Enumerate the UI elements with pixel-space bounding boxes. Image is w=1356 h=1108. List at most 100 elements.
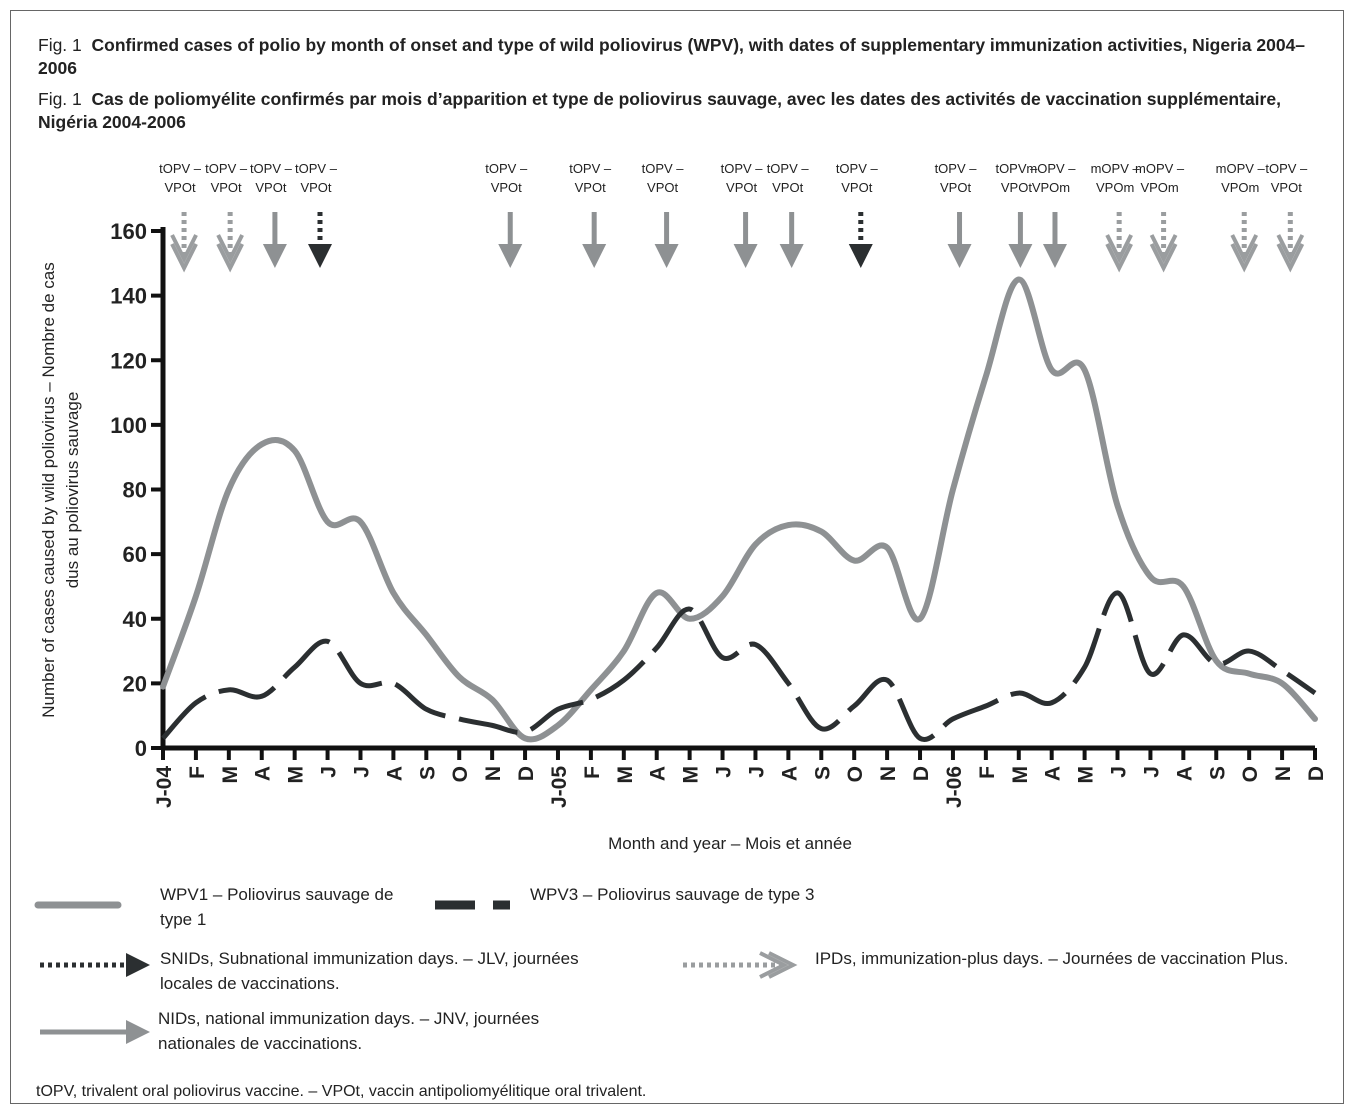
- campaign-label: VPOt: [491, 180, 522, 195]
- campaign-label: VPOt: [211, 180, 242, 195]
- fig-label: Fig. 1: [38, 35, 82, 55]
- arrow-head: [1149, 243, 1178, 273]
- campaign-label: VPOm: [1096, 180, 1134, 195]
- legend-text: WPV1 – Poliovirus sauvage de type 1: [160, 885, 394, 929]
- campaign-label: tOPV –: [485, 161, 528, 176]
- campaign-label: tOPV –: [159, 161, 202, 176]
- x-tick-label: O: [1239, 766, 1262, 782]
- series-line: [160, 276, 1318, 743]
- campaign-arrow: [1008, 212, 1033, 268]
- campaign-label: VPOt: [772, 180, 803, 195]
- x-tick-label: S: [811, 766, 834, 780]
- campaign-label: mOPV –: [1026, 161, 1076, 176]
- arrow-head: [733, 244, 758, 268]
- campaign-label: VPOt: [940, 180, 971, 195]
- y-axis-label: dus au poliovirus sauvage: [63, 392, 82, 589]
- legend-text: IPDs, immunization-plus days. – Journées…: [815, 949, 1289, 968]
- campaign-label: tOPV –: [642, 161, 685, 176]
- campaign-label: tOPV –: [250, 161, 293, 176]
- campaign-arrow: [170, 212, 198, 273]
- x-tick-label: M: [1009, 766, 1032, 784]
- title-en: Fig. 1 Confirmed cases of polio by month…: [38, 34, 1313, 80]
- x-tick-label: D: [515, 766, 538, 781]
- campaign-label: VPOt: [1271, 180, 1302, 195]
- arrow-head: [947, 244, 972, 268]
- campaign-label: tOPV –: [836, 161, 879, 176]
- legend-text: SNIDs, Subnational immunization days. – …: [160, 949, 579, 993]
- x-tick-label: A: [1042, 766, 1065, 781]
- x-tick-label: J-06: [943, 766, 966, 808]
- chart-title-fr: Cas de poliomyélite confirmés par mois d…: [38, 89, 1281, 132]
- campaign-arrow: [1230, 212, 1259, 273]
- x-tick-label: J: [318, 766, 341, 778]
- x-tick-label: S: [1206, 766, 1229, 780]
- x-tick-label: A: [778, 766, 801, 781]
- campaign-label: VPOt: [165, 180, 196, 195]
- campaign-arrow: [1276, 212, 1305, 273]
- x-tick-label: J: [745, 766, 768, 778]
- x-tick-label: N: [877, 766, 900, 781]
- y-tick-label: 20: [123, 671, 147, 696]
- campaign-label: mOPV –: [1135, 161, 1185, 176]
- x-tick-label: M: [285, 766, 308, 784]
- x-tick-label: M: [614, 766, 637, 784]
- arrow-head: [1042, 244, 1067, 268]
- fig-label: Fig. 1: [38, 89, 82, 109]
- arrow-head: [1276, 243, 1305, 273]
- y-tick-label: 80: [123, 478, 147, 503]
- y-tick-label: 120: [110, 348, 147, 373]
- arrow-head: [216, 243, 244, 273]
- campaign-label: mOPV –: [1091, 161, 1141, 176]
- arrow-head: [126, 953, 150, 977]
- x-tick-label: A: [252, 766, 275, 781]
- y-tick-label: 100: [110, 413, 147, 438]
- arrow-head: [768, 951, 798, 979]
- campaign-label: tOPV –: [935, 161, 978, 176]
- arrow-head: [1276, 234, 1305, 264]
- x-tick-label: J: [1140, 766, 1163, 778]
- arrow-head: [582, 244, 607, 268]
- x-tick-label: O: [844, 766, 867, 782]
- x-tick-label: J: [350, 766, 373, 778]
- campaign-label: tOPV –: [205, 161, 248, 176]
- campaign-label: VPOt: [647, 180, 678, 195]
- title-fr: Fig. 1 Cas de poliomyélite confirmés par…: [38, 88, 1313, 134]
- campaign-label: VPOt: [841, 180, 872, 195]
- campaign-arrow: [1042, 212, 1067, 268]
- x-tick-label: F: [581, 766, 604, 779]
- campaign-arrow: [1149, 212, 1178, 273]
- x-axis-label: Month and year – Mois et année: [608, 834, 852, 853]
- campaign-arrow: [848, 212, 873, 268]
- campaign-label: VPOt: [255, 180, 286, 195]
- x-tick-label: M: [219, 766, 242, 784]
- campaign-arrow: [308, 212, 333, 268]
- y-tick-label: 160: [110, 219, 147, 244]
- y-axis-label: Number of cases caused by wild polioviru…: [39, 262, 58, 717]
- campaign-label: tOPV –: [721, 161, 764, 176]
- x-tick-label: J: [1108, 766, 1131, 778]
- arrow-head: [654, 244, 679, 268]
- campaign-label: tOPV –: [569, 161, 612, 176]
- campaign-label: VPOt: [575, 180, 606, 195]
- campaign-label: VPOt: [300, 180, 331, 195]
- arrow-head: [848, 244, 873, 268]
- x-tick-label: D: [910, 766, 933, 781]
- x-tick-label: F: [976, 766, 999, 779]
- campaign-label: tOPV –: [995, 161, 1038, 176]
- legend-text: WPV3 – Poliovirus sauvage de type 3: [530, 885, 815, 904]
- campaign-arrow: [733, 212, 758, 268]
- campaign-arrow: [582, 212, 607, 268]
- arrow-head: [262, 244, 287, 268]
- x-tick-label: M: [1075, 766, 1098, 784]
- arrow-head: [1008, 244, 1033, 268]
- arrow-head: [216, 234, 244, 264]
- series-line: [161, 590, 1317, 743]
- y-tick-label: 60: [123, 542, 147, 567]
- legend-icons: [40, 951, 798, 1044]
- campaign-label: VPOt: [726, 180, 757, 195]
- campaign-label: mOPV –: [1216, 161, 1266, 176]
- campaign-arrow: [779, 212, 804, 268]
- arrow-head: [308, 244, 333, 268]
- arrow-head: [779, 244, 804, 268]
